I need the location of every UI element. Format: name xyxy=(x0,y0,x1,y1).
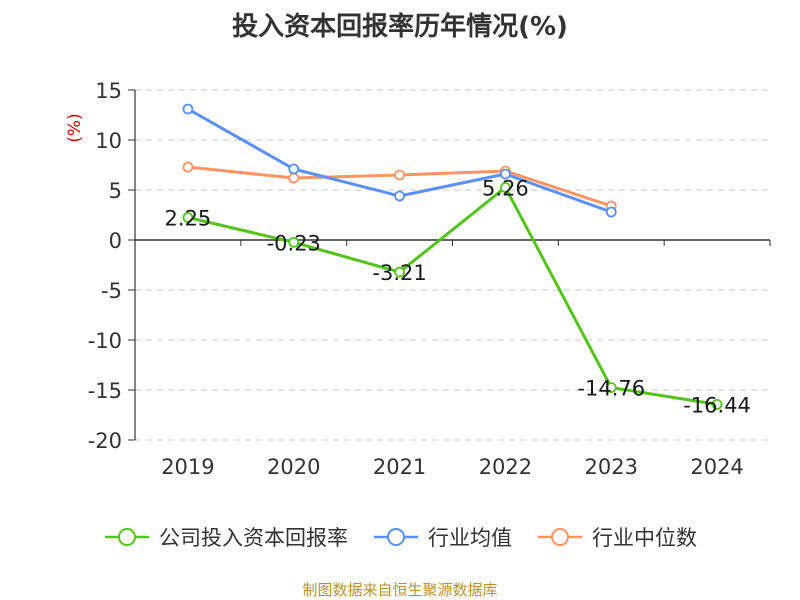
y-tick-label: -20 xyxy=(88,429,122,453)
data-point[interactable] xyxy=(182,103,194,115)
data-point[interactable] xyxy=(182,212,194,223)
data-point[interactable] xyxy=(500,168,511,180)
data-labels: 2.25 -0.23 -3.21 5.26 -14.76 -16.44 xyxy=(165,176,751,417)
y-tick-label: -10 xyxy=(88,329,122,353)
data-points xyxy=(182,103,723,410)
y-tick-label: -15 xyxy=(88,379,122,403)
x-tick-label: 2023 xyxy=(585,455,638,479)
legend-item-industry-mean[interactable]: 行业均值 xyxy=(372,522,512,552)
x-tick-label: 2020 xyxy=(267,455,320,479)
x-tick-label: 2022 xyxy=(479,455,532,479)
data-point[interactable] xyxy=(500,181,511,193)
legend-item-company[interactable]: 公司投入资本回报率 xyxy=(103,522,348,552)
series-lines xyxy=(187,107,718,406)
data-point[interactable] xyxy=(288,172,300,184)
y-tick-label: -5 xyxy=(101,279,122,303)
data-label: -16.44 xyxy=(683,393,751,417)
legend-label: 公司投入资本回报率 xyxy=(159,526,348,550)
data-label: -14.76 xyxy=(577,377,645,401)
x-tick-label: 2024 xyxy=(690,455,743,479)
source-note: 制图数据来自恒生聚源数据库 xyxy=(302,581,498,599)
grid-lines xyxy=(135,89,770,441)
legend-label: 行业中位数 xyxy=(592,526,697,550)
data-point[interactable] xyxy=(605,206,617,218)
data-point[interactable] xyxy=(394,266,405,278)
axes: 15 10 5 0 -5 -10 -15 -20 2019 2020 2021 2022 2023 202… xyxy=(65,79,771,479)
x-tick-label: 2021 xyxy=(373,455,426,479)
series-line-0 xyxy=(187,185,718,406)
data-point[interactable] xyxy=(288,236,300,248)
y-tick-label: 5 xyxy=(109,179,122,203)
chart-title: 投入资本回报率历年情况(%) xyxy=(232,12,568,42)
legend-item-industry-median[interactable]: 行业中位数 xyxy=(536,522,697,552)
legend: 公司投入资本回报率 行业均值 行业中位数 xyxy=(0,520,800,554)
data-point[interactable] xyxy=(288,163,300,175)
data-point[interactable] xyxy=(711,398,723,410)
y-tick-label: 0 xyxy=(109,229,122,253)
y-axis-label: (%) xyxy=(65,113,85,142)
y-tick-label: 10 xyxy=(95,129,122,153)
data-label: -3.21 xyxy=(372,261,426,285)
data-point[interactable] xyxy=(394,169,405,181)
data-point[interactable] xyxy=(394,190,405,202)
legend-line-marker-icon xyxy=(538,528,582,546)
data-label: 2.25 xyxy=(165,207,212,231)
data-point[interactable] xyxy=(605,382,617,394)
legend-line-marker-icon xyxy=(374,528,418,546)
x-tick-label: 2019 xyxy=(161,455,214,479)
y-tick-label: 15 xyxy=(95,79,122,103)
data-label: -0.23 xyxy=(267,231,321,255)
data-label: 5.26 xyxy=(482,176,529,200)
legend-label: 行业均值 xyxy=(428,526,512,550)
data-point[interactable] xyxy=(182,161,194,173)
legend-line-marker-icon xyxy=(105,528,149,546)
